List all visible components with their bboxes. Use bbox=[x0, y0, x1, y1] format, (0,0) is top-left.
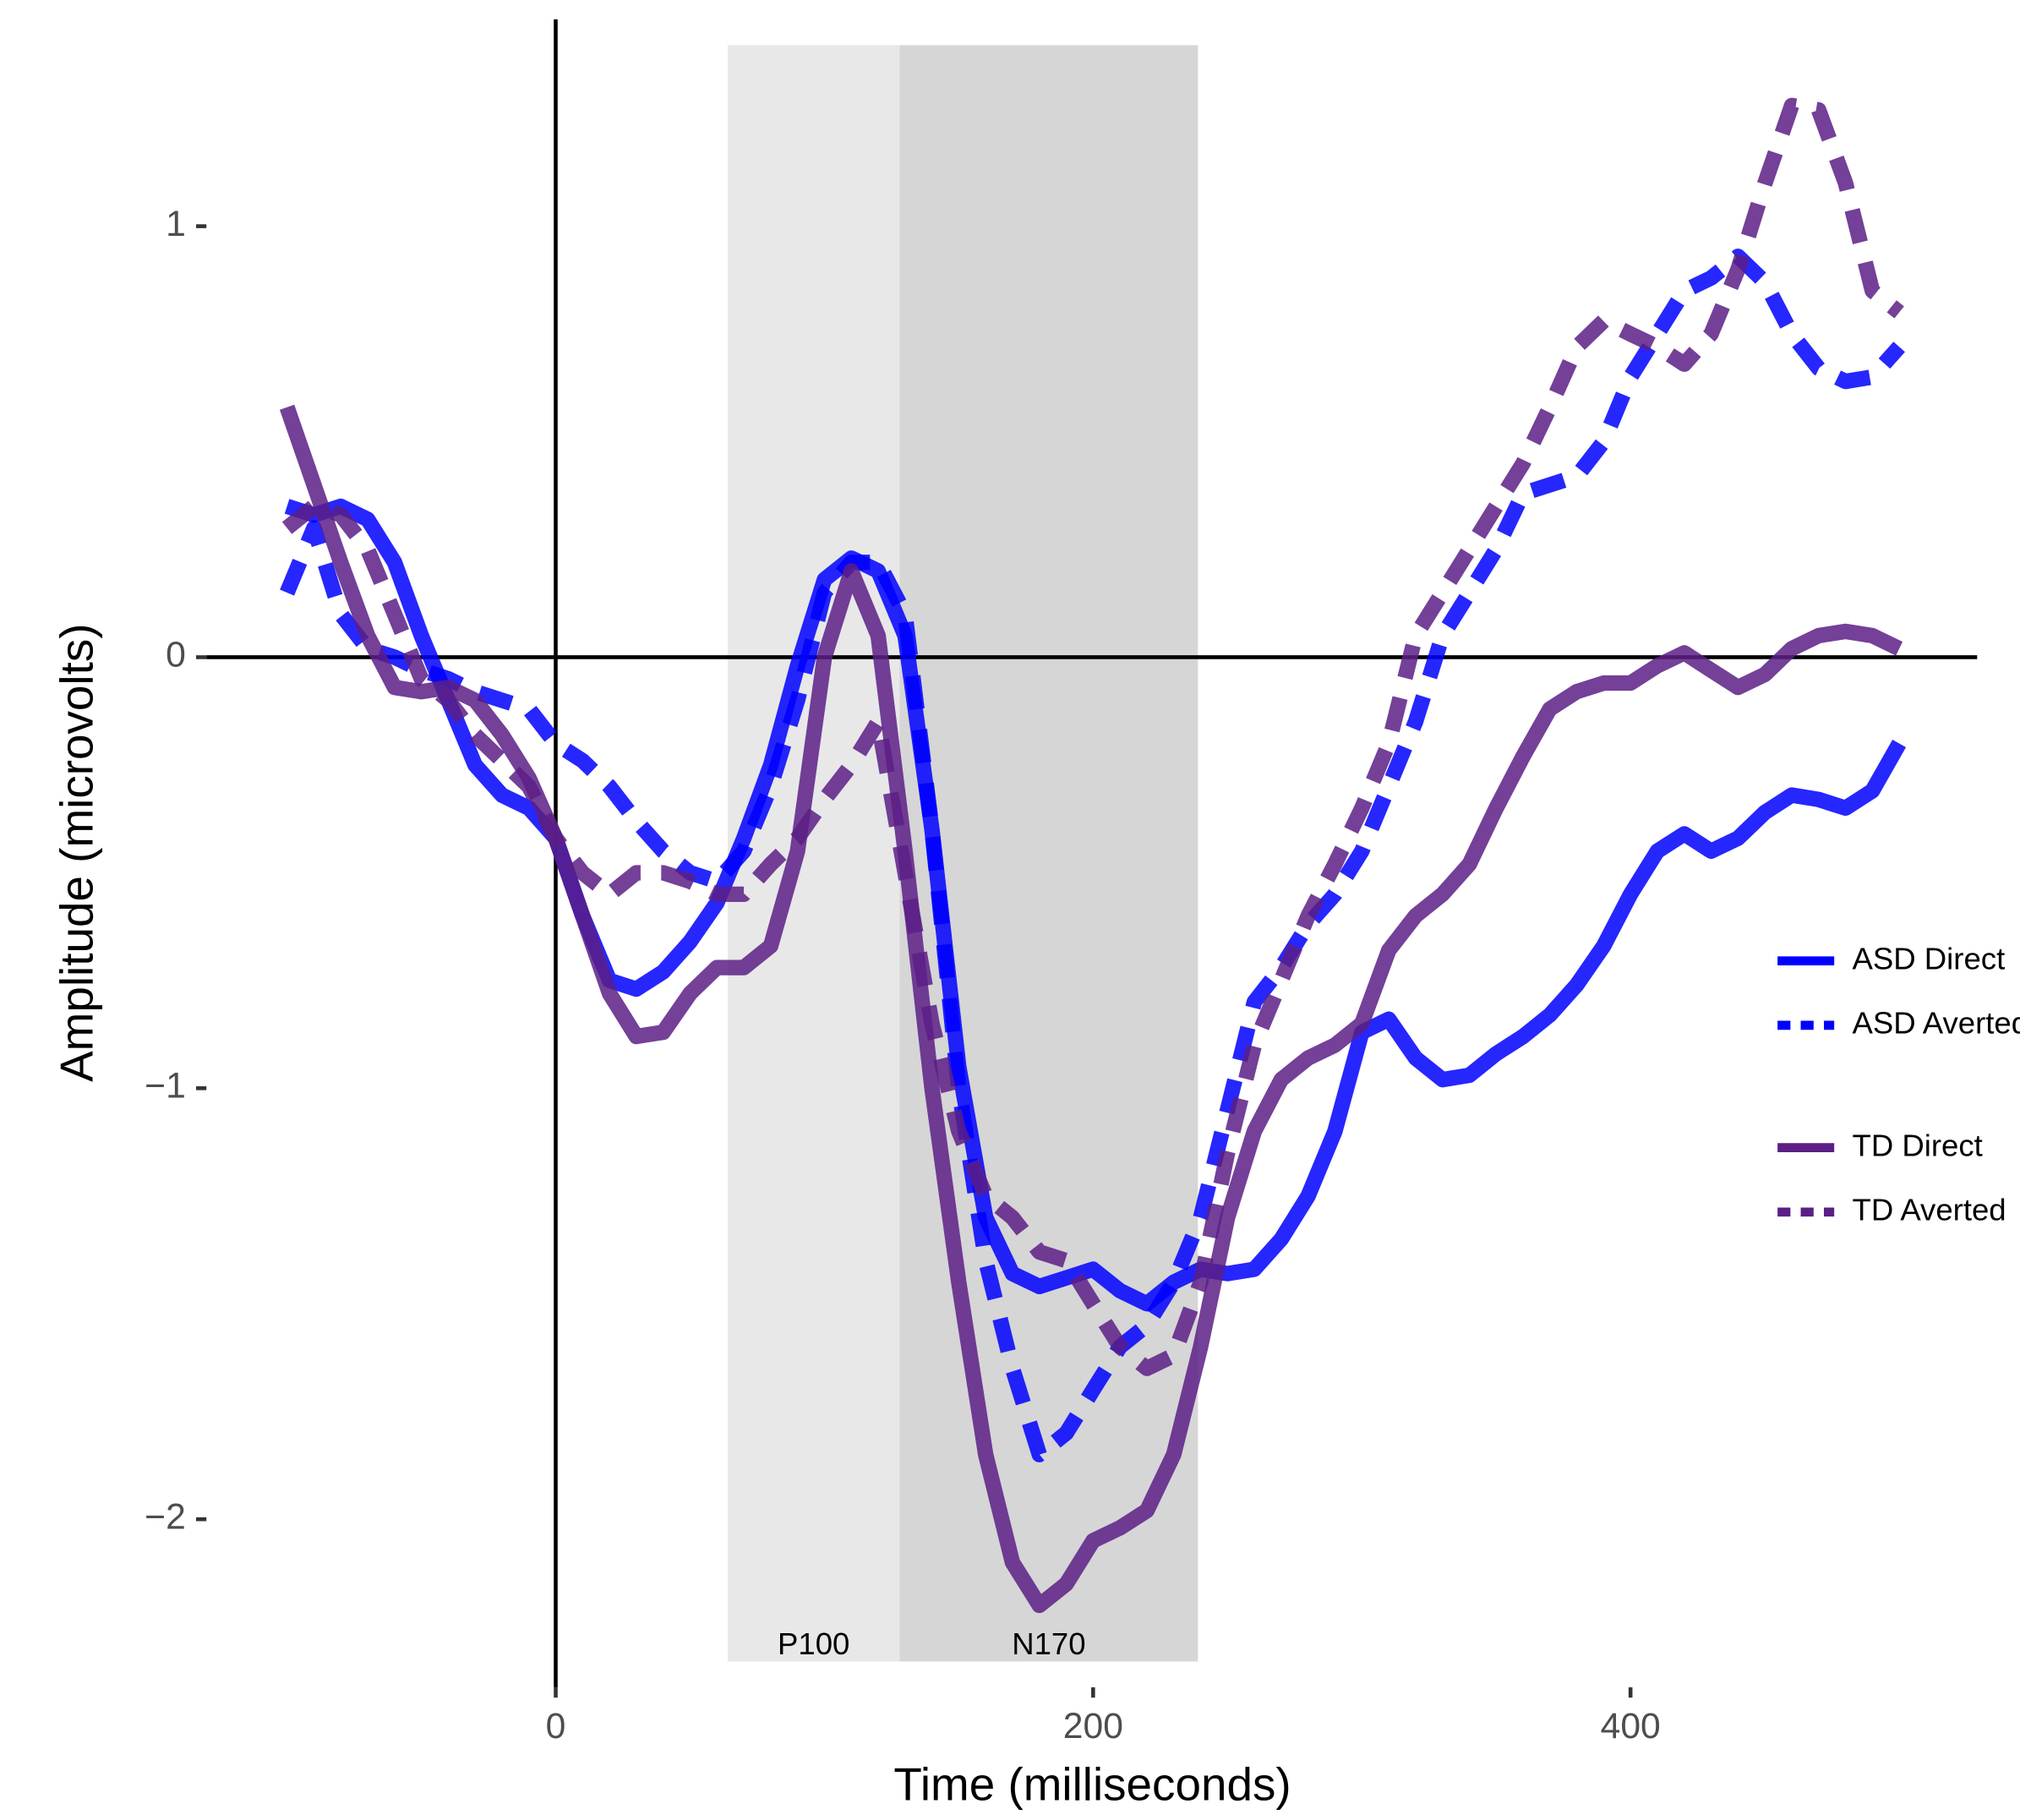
legend-label: TD Averted bbox=[1853, 1192, 2006, 1227]
legend-label: TD Direct bbox=[1853, 1128, 1983, 1162]
series-line bbox=[280, 249, 1905, 1462]
legend-label: ASD Direct bbox=[1853, 941, 2006, 976]
x-tick-label: 0 bbox=[546, 1706, 566, 1746]
y-tick-label: 0 bbox=[166, 635, 186, 675]
x-axis-title: Time (milliseconds) bbox=[893, 1757, 1291, 1810]
region-label: P100 bbox=[778, 1626, 849, 1661]
y-tick-label: 1 bbox=[166, 204, 186, 244]
y-axis-title: Amplitude (microvolts) bbox=[50, 623, 102, 1081]
legend-label: ASD Averted bbox=[1853, 1006, 2020, 1041]
x-tick-label: 200 bbox=[1063, 1706, 1123, 1746]
y-tick-label: −2 bbox=[145, 1496, 186, 1537]
series-line bbox=[281, 97, 1904, 1376]
shaded-region bbox=[899, 45, 1198, 1662]
shaded-region bbox=[727, 45, 900, 1662]
region-label: N170 bbox=[1012, 1626, 1085, 1661]
x-tick-label: 400 bbox=[1601, 1706, 1661, 1746]
y-tick-label: −1 bbox=[145, 1066, 186, 1107]
